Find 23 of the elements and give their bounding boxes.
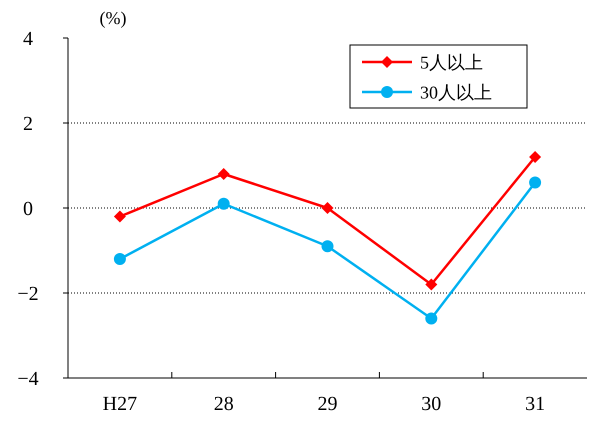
- y-tick-label: −4: [17, 368, 39, 390]
- point: [218, 168, 230, 180]
- x-tick-label: 31: [525, 393, 546, 415]
- y-tick-label: −2: [17, 283, 39, 305]
- point: [425, 278, 438, 290]
- point: [114, 253, 126, 265]
- legend-label: 5人以上: [420, 52, 483, 72]
- x-tick-label: 29: [318, 393, 338, 415]
- point: [322, 202, 334, 214]
- point: [529, 151, 542, 163]
- point: [218, 198, 230, 210]
- x-tick-label: 28: [214, 393, 234, 415]
- y-tick-label: 4: [23, 28, 33, 50]
- point: [322, 240, 334, 252]
- x-tick-label: 30: [421, 393, 442, 415]
- y-axis-title: (%): [100, 8, 126, 28]
- x-tick-label: H27: [102, 393, 138, 415]
- point: [529, 176, 542, 188]
- point: [114, 210, 126, 222]
- point: [425, 312, 438, 324]
- y-tick-label: 2: [23, 113, 33, 135]
- y-tick-label: 0: [23, 198, 33, 220]
- legend-label: 30人以上: [420, 82, 492, 102]
